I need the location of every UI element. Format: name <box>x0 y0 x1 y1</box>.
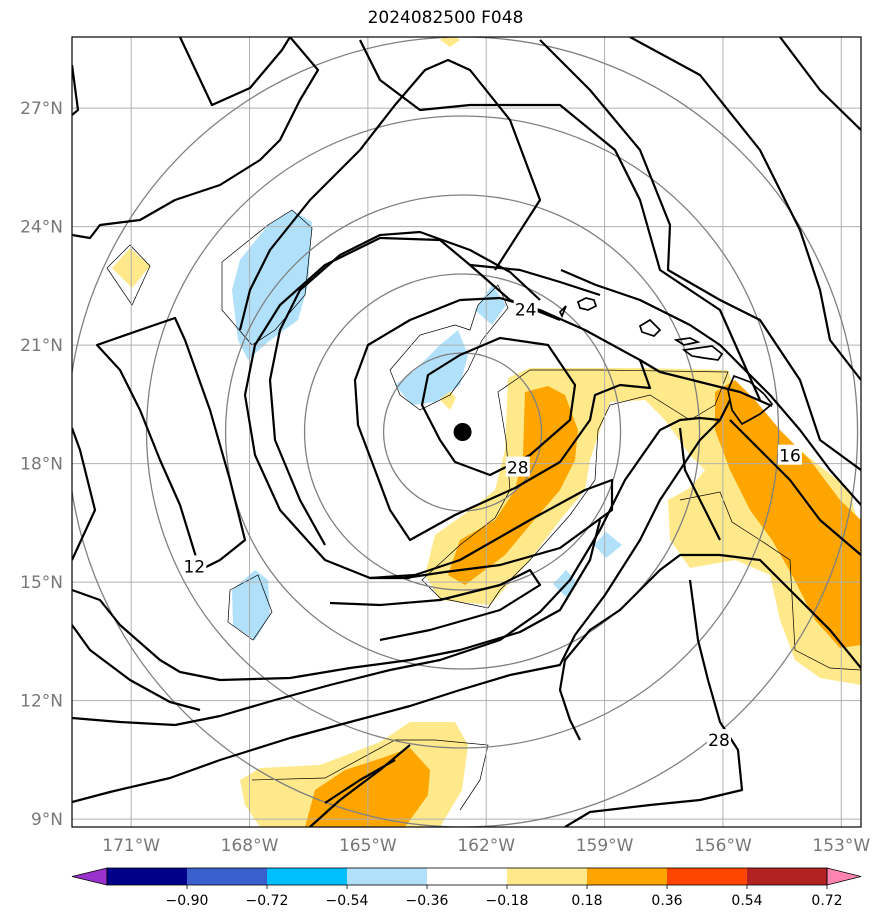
lat-lon-grid <box>72 37 861 827</box>
colorbar-tick-label: 0.54 <box>731 893 762 909</box>
contour-label-bg <box>706 729 731 750</box>
hawaiian-islands <box>558 297 774 426</box>
longitude-tick-label: 168°W <box>221 836 279 856</box>
contour-label: 16 <box>779 447 801 467</box>
colorbar-tick-label: 0.36 <box>651 893 682 909</box>
colorbar: −0.90 −0.72 −0.54 −0.36 −0.18 0.18 0.36 0.54 0.7… <box>71 867 862 909</box>
range-ring <box>72 37 859 827</box>
colorbar-frame <box>106 867 828 886</box>
shading-outlines <box>106 209 861 811</box>
latitude-tick-label: 9°N <box>31 810 63 830</box>
latitude-labels: 27°N 24°N 21°N 18°N 15°N 12°N 9°N <box>20 99 63 830</box>
longitude-tick-label: 165°W <box>339 836 397 856</box>
colorbar-tick-label: −0.54 <box>326 893 369 909</box>
range-ring <box>224 194 701 670</box>
contour-label: 28 <box>708 731 730 751</box>
colorbar-segment <box>667 868 748 885</box>
latitude-tick-label: 18°N <box>20 455 63 475</box>
storm-center-marker <box>453 423 472 441</box>
colorbar-segment <box>587 868 668 885</box>
colorbar-tick-label: 0.72 <box>811 893 842 909</box>
range-rings <box>72 37 859 827</box>
contour-label-bg <box>513 298 538 319</box>
plot-area: 24 28 16 12 28 <box>72 37 861 827</box>
contour-labels: 24 28 16 12 28 <box>182 298 802 751</box>
colorbar-tick-label: −0.18 <box>486 893 529 909</box>
colorbar-segment <box>747 868 828 885</box>
plot-frame <box>71 36 862 828</box>
longitude-tick-label: 171°W <box>102 836 160 856</box>
colorbar-tick-label: −0.36 <box>406 893 449 909</box>
latitude-tick-label: 15°N <box>20 573 63 593</box>
colorbar-segment <box>107 868 188 885</box>
contour-label: 24 <box>515 301 537 321</box>
colorbar-tick-label: 0.18 <box>571 893 602 909</box>
contour-label-bg <box>182 555 207 576</box>
colorbar-segment <box>507 868 588 885</box>
colorbar-tick-label: −0.90 <box>166 893 209 909</box>
longitude-tick-label: 156°W <box>694 836 752 856</box>
latitude-tick-label: 12°N <box>20 692 63 712</box>
colorbar-segment <box>347 868 428 885</box>
colorbar-segment <box>187 868 268 885</box>
colorbar-tick-label: −0.72 <box>246 893 289 909</box>
colorbar-extension-high <box>826 867 862 886</box>
longitude-tick-label: 162°W <box>457 836 515 856</box>
longitude-labels: 171°W 168°W 165°W 162°W 159°W 156°W 153°W <box>102 836 870 856</box>
colorbar-segment <box>267 868 348 885</box>
contour-label-bg <box>777 444 802 465</box>
latitude-tick-label: 21°N <box>20 336 63 356</box>
colorbar-segment <box>427 868 508 885</box>
contour-label: 28 <box>507 459 529 479</box>
range-ring <box>303 273 622 591</box>
longitude-tick-label: 159°W <box>576 836 634 856</box>
latitude-tick-label: 27°N <box>20 99 63 119</box>
colorbar-extension-low <box>71 867 108 886</box>
range-ring <box>145 115 780 749</box>
contour-label: 12 <box>183 557 205 577</box>
contour-label-bg <box>505 456 530 477</box>
latitude-tick-label: 24°N <box>20 218 63 238</box>
map-title: 2024082500 F048 <box>367 8 524 28</box>
longitude-tick-label: 153°W <box>812 836 870 856</box>
